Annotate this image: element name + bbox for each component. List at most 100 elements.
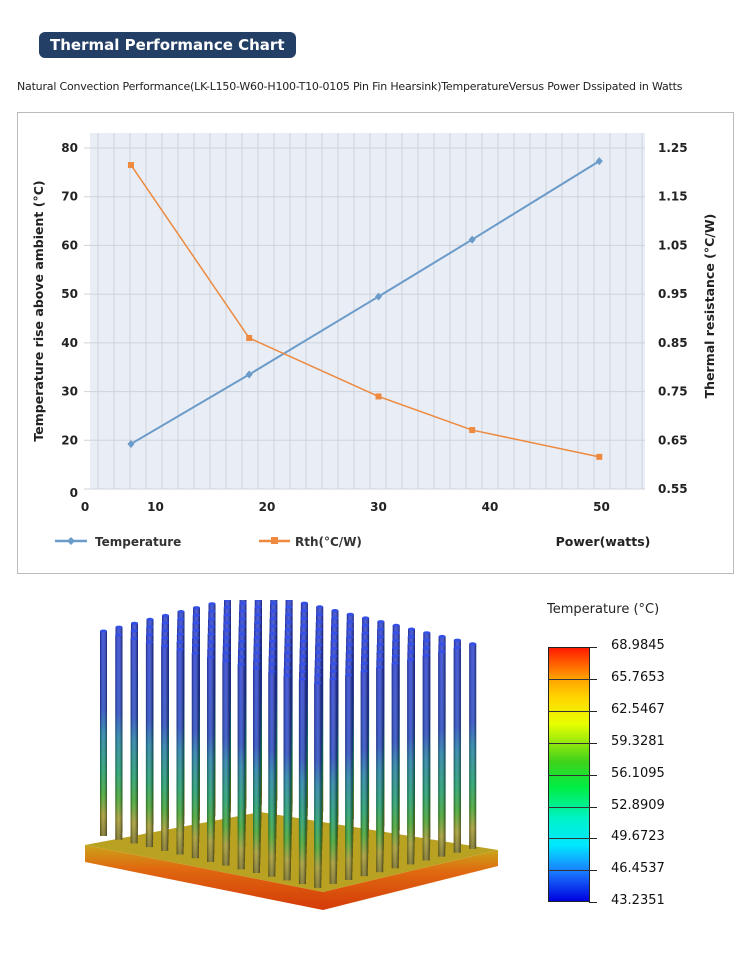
thermal-chart: 0 20 30 40 50 60 70 80 0.55 0.65 0.75 0.85 0.95 1.05 1… (31, 133, 717, 549)
pin-fin-top (376, 642, 384, 646)
y-tick-label: 60 (61, 238, 78, 252)
pin-fin-top (146, 625, 154, 629)
pin-fin-top (346, 635, 354, 639)
pin-fin-top (145, 640, 153, 644)
pin-fin-top (253, 643, 261, 647)
pin-fin-top (316, 612, 323, 616)
pin-fin-top (238, 624, 246, 628)
pin-fin-top (362, 616, 370, 620)
x-tick-label: 40 (482, 500, 499, 514)
pin-fin-top (361, 631, 369, 635)
scale-divider (548, 678, 590, 680)
pin-fin-top (407, 642, 415, 646)
pin-fin-top (314, 673, 322, 677)
pin-fin-top (223, 628, 231, 632)
pin-fin-top (392, 639, 400, 642)
scale-label: 43.2351 (611, 893, 665, 909)
pin-fin-top (346, 612, 354, 616)
pin-fin-shade (438, 651, 446, 857)
pin-fin-top (438, 634, 446, 638)
scale-divider (548, 838, 590, 840)
pin-fin-top (314, 658, 322, 662)
legend: Temperature Rth(°C/W) (55, 535, 362, 549)
pin-fin-shade (268, 671, 276, 877)
scale-tick (589, 870, 597, 872)
y-tick-label: 50 (61, 287, 78, 301)
pin-fin-top (315, 643, 323, 647)
pin-fin-top (223, 613, 231, 617)
pin-fin-top (285, 613, 293, 617)
pin-fin-shade (237, 664, 245, 870)
pin-fin-top (299, 670, 307, 673)
scale-label: 68.9845 (611, 638, 665, 653)
pin-fin-top (192, 636, 200, 640)
pin-fin-top (253, 636, 261, 640)
pin-fin-top (391, 654, 399, 658)
pin-fin-top (177, 625, 185, 629)
pin-fin-shade (329, 678, 337, 884)
data-point-temperature (127, 439, 135, 448)
pin-fin-top (253, 658, 261, 662)
pin-fin-top (254, 628, 261, 632)
pin-fin-top (146, 633, 154, 636)
pin-fin-top (161, 621, 169, 625)
pin-fin-top (237, 662, 245, 666)
pin-fin-top (300, 601, 308, 605)
pin-fin-top (423, 638, 431, 642)
pin-fin-top (285, 600, 293, 601)
chart-subtitle: Natural Convection Performance(LK-L150-W… (17, 80, 683, 93)
pin-fin-shade (391, 663, 399, 869)
pin-fin-top (191, 651, 199, 655)
scale-label: 46.4537 (611, 861, 665, 877)
pin-fin-top (361, 654, 369, 658)
plot-area (90, 133, 645, 489)
pin-fin-top (391, 661, 399, 665)
scale-label: 59.3281 (611, 733, 665, 749)
pin-fin-top (345, 665, 353, 669)
pin-fin-top (222, 643, 230, 647)
pin-fin-top (299, 639, 307, 643)
pin-fin-top (300, 609, 308, 613)
pin-fin-top (161, 644, 169, 648)
pin-fin-top (329, 669, 337, 673)
temperature-legend-title: Temperature (°C) (547, 602, 660, 617)
pin-fin-shade (314, 682, 322, 888)
pin-fin-top (407, 650, 415, 654)
pin-fin-shade (115, 634, 123, 840)
pin-fin-shade (376, 667, 384, 873)
pin-fin-top (284, 628, 292, 632)
pin-fin-top (238, 647, 246, 651)
pin-fin-top (331, 616, 339, 620)
pin-fin-top (283, 666, 291, 670)
pin-fin-top (238, 617, 246, 621)
scale-divider (548, 806, 590, 808)
pin-fin-top (330, 654, 338, 658)
pin-fin-top (222, 651, 230, 655)
pin-fin-top (330, 662, 338, 666)
pin-fin-top (161, 636, 169, 640)
scale-divider (548, 774, 590, 776)
heatsink-pins (100, 600, 477, 888)
pin-fin-top (268, 647, 276, 651)
pin-fin-shade (145, 642, 153, 848)
pin-fin-top (192, 621, 200, 625)
scale-label: 62.5467 (611, 701, 665, 717)
pin-fin-shade (360, 671, 368, 877)
pin-fin-top (407, 657, 415, 661)
pin-fin-top (360, 662, 368, 665)
pin-fin-top (331, 609, 339, 612)
scale-tick (589, 774, 597, 776)
pin-fin-top (315, 620, 323, 624)
pin-fin-top (269, 639, 277, 643)
x-tick-label: 20 (259, 500, 276, 514)
pin-fin-top (268, 670, 276, 674)
pin-fin-top (438, 642, 446, 646)
pin-fin-top (377, 627, 385, 631)
pin-fin-top (407, 635, 415, 639)
x-axis-label: Power(watts) (556, 534, 651, 549)
pin-fin-top (100, 629, 107, 633)
y-tick-label: 20 (61, 433, 78, 447)
pin-fin-shade (130, 638, 138, 844)
pin-fin-top (314, 666, 322, 670)
pin-fin-top (330, 631, 338, 635)
